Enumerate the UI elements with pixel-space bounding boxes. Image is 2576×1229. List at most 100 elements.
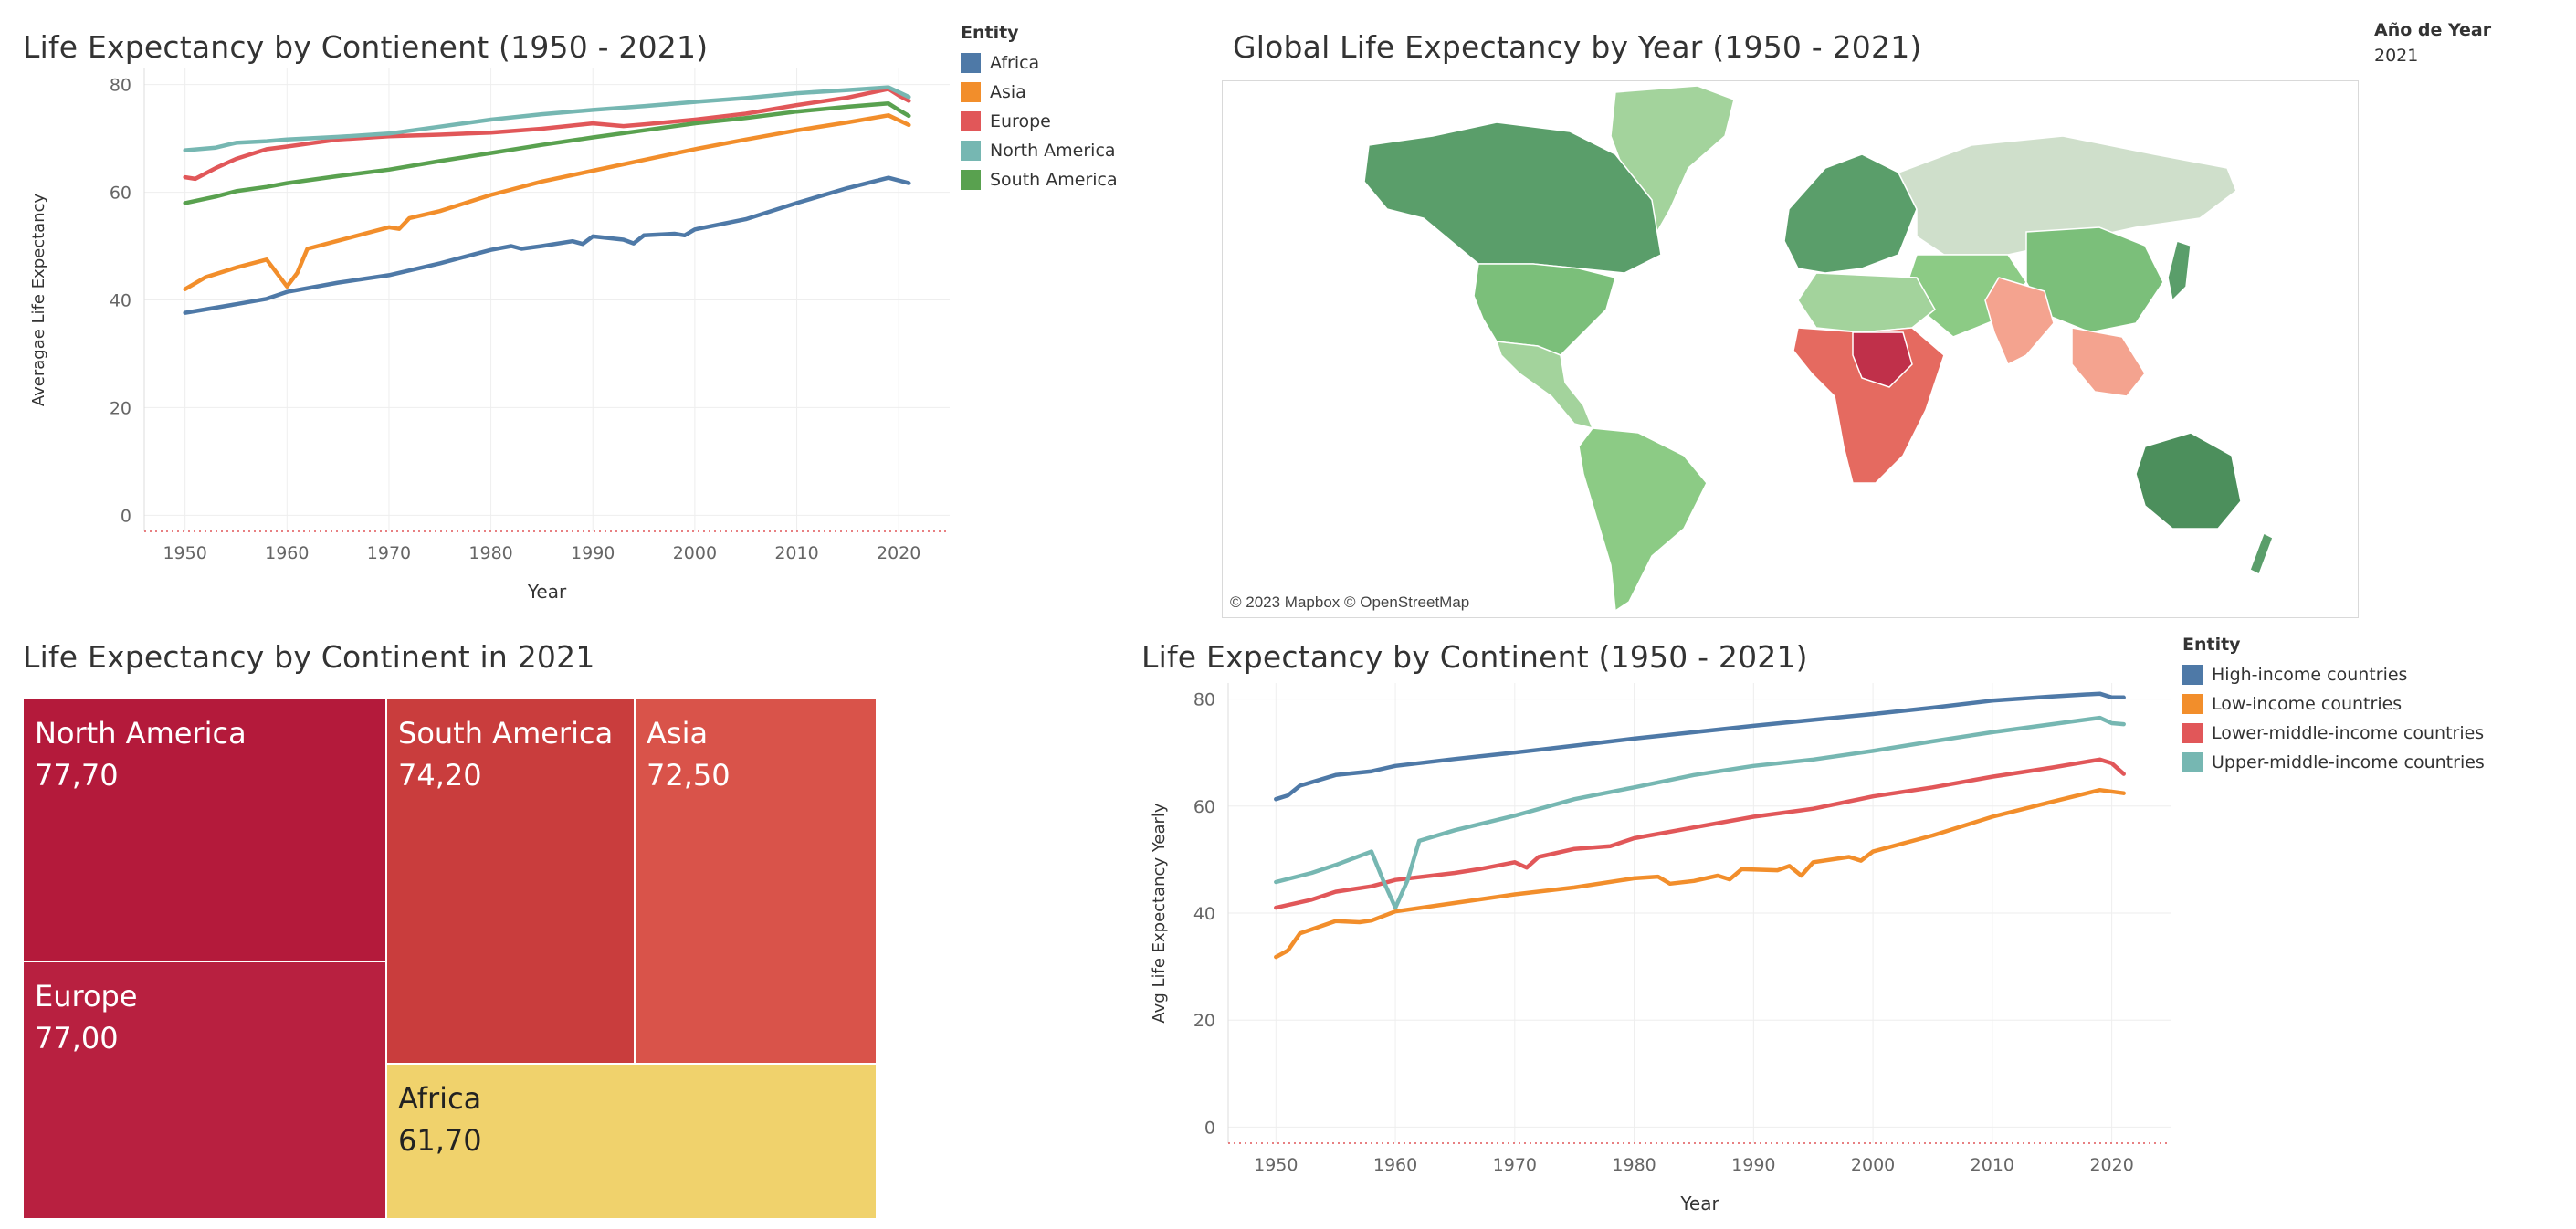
legend-label: Africa: [990, 53, 1040, 73]
x-tick-label: 1980: [1612, 1155, 1656, 1175]
treemap-cell-name: Europe: [35, 979, 138, 1014]
y-tick-label: 0: [121, 506, 131, 526]
legend-swatch: [2182, 665, 2203, 685]
treemap-cell-name: North America: [35, 716, 247, 751]
treemap-cell-south-america[interactable]: South America 74,20: [386, 699, 635, 1064]
x-tick-label: 1950: [1254, 1155, 1298, 1175]
map-attribution: © 2023 Mapbox © OpenStreetMap: [1230, 593, 1470, 611]
legend-label: Upper-middle-income countries: [2212, 752, 2485, 772]
series-line-europe: [183, 87, 911, 182]
legend-item[interactable]: Africa: [961, 48, 1118, 78]
treemap-cell-value: 77,00: [35, 1021, 119, 1056]
series-line-asia: [183, 113, 911, 291]
map-new-zealand[interactable]: [2249, 531, 2274, 576]
chart1-title: Life Expectancy by Contienent (1950 - 20…: [23, 29, 709, 65]
year-filter[interactable]: Año de Year 2021: [2374, 20, 2491, 66]
map-usa[interactable]: [1473, 263, 1616, 356]
treemap-label: Africa 61,70: [398, 1077, 482, 1161]
y-tick-label: 20: [110, 398, 131, 418]
legend-item[interactable]: High-income countries: [2182, 660, 2485, 689]
y-axis-title: Avg Life Expectancy Yearly: [1150, 803, 1169, 1024]
legend-swatch: [961, 141, 981, 161]
treemap-title: Life Expectancy by Continent in 2021: [23, 639, 595, 675]
treemap-cell-name: Asia: [647, 716, 709, 751]
x-tick-label: 1990: [1731, 1155, 1775, 1175]
legend-swatch: [961, 170, 981, 190]
x-tick-label: 2020: [2089, 1155, 2133, 1175]
series-line-high-income-countries: [1274, 691, 2126, 802]
treemap-label: South America 74,20: [398, 712, 613, 796]
year-filter-value[interactable]: 2021: [2374, 46, 2419, 66]
treemap-cell-asia[interactable]: Asia 72,50: [635, 699, 877, 1064]
treemap-cell-value: 72,50: [647, 758, 731, 793]
legend-swatch: [961, 82, 981, 102]
legend-item[interactable]: Asia: [961, 78, 1118, 107]
legend-swatch: [2182, 694, 2203, 714]
x-tick-label: 2020: [877, 543, 920, 563]
x-tick-label: 1990: [571, 543, 615, 563]
map-russia[interactable]: [1897, 135, 2237, 256]
treemap-label: Europe 77,00: [35, 975, 138, 1059]
legend-label: High-income countries: [2212, 665, 2408, 685]
x-tick-label: 2000: [1851, 1155, 1895, 1175]
legend-item[interactable]: North America: [961, 136, 1118, 165]
map-japan[interactable]: [2167, 240, 2192, 302]
year-filter-label: Año de Year: [2374, 20, 2492, 40]
legend-label: North America: [990, 141, 1116, 161]
legend-title: Entity: [961, 23, 1019, 43]
treemap-cell-value: 61,70: [398, 1123, 482, 1158]
legend-label: Asia: [990, 82, 1026, 102]
map-canada[interactable]: [1363, 121, 1662, 274]
series-line-upper-middle-income-countries: [1274, 715, 2126, 910]
treemap-cell-name: Africa: [398, 1081, 482, 1116]
legend-item[interactable]: Low-income countries: [2182, 689, 2485, 719]
map-central-africa[interactable]: [1852, 331, 1913, 388]
map-south-america[interactable]: [1578, 427, 1708, 613]
y-axis-title: Averagae Life Expectancy: [29, 194, 48, 407]
legend-item[interactable]: Upper-middle-income countries: [2182, 748, 2485, 777]
series-line-lower-middle-income-countries: [1274, 757, 2126, 910]
x-tick-label: 1960: [1373, 1155, 1417, 1175]
treemap-cell-north-america[interactable]: North America 77,70: [23, 699, 386, 961]
x-tick-label: 1980: [468, 543, 512, 563]
map-south-asia[interactable]: [1984, 277, 2055, 366]
y-tick-label: 60: [110, 184, 131, 204]
treemap-cell-europe[interactable]: Europe 77,00: [23, 961, 386, 1219]
series-line-africa: [183, 175, 911, 315]
chart3-plot: 1950 1960 1970 1980 1990 2000 2010 2020 0 20 40 60 8…: [1150, 683, 2171, 1214]
map-australia[interactable]: [2135, 432, 2242, 530]
x-tick-label: 1970: [1493, 1155, 1537, 1175]
legend-label: Lower-middle-income countries: [2212, 723, 2485, 743]
y-tick-label: 20: [1193, 1011, 1215, 1031]
map-southeast-asia[interactable]: [2071, 327, 2146, 397]
legend-swatch: [961, 53, 981, 73]
chart3-title: Life Expectancy by Continent (1950 - 202…: [1141, 639, 1808, 675]
x-tick-label: 2010: [1971, 1155, 2014, 1175]
series-line-south-america: [183, 101, 911, 205]
series-line-north-america: [183, 85, 911, 152]
y-tick-label: 0: [1204, 1118, 1215, 1138]
x-tick-label: 1960: [265, 543, 309, 563]
x-axis-title: Year: [1679, 1192, 1719, 1214]
legend-item[interactable]: Europe: [961, 107, 1118, 136]
world-map-shapes: [1363, 85, 2274, 613]
legend-item[interactable]: Lower-middle-income countries: [2182, 719, 2485, 748]
legend-label: Europe: [990, 111, 1051, 131]
y-tick-label: 80: [110, 76, 131, 96]
legend-item[interactable]: South America: [961, 165, 1118, 194]
treemap-cell-value: 74,20: [398, 758, 482, 793]
treemap-label: Asia 72,50: [647, 712, 731, 796]
x-tick-label: 2010: [774, 543, 818, 563]
y-tick-label: 40: [110, 291, 131, 311]
legend-title: Entity: [2182, 635, 2241, 655]
legend-swatch: [2182, 723, 2203, 743]
x-tick-label: 1970: [367, 543, 411, 563]
legend-label: Low-income countries: [2212, 694, 2403, 714]
series-line-low-income-countries: [1274, 787, 2126, 960]
x-tick-label: 1950: [163, 543, 206, 563]
world-map[interactable]: © 2023 Mapbox © OpenStreetMap: [1222, 80, 2359, 618]
treemap-cell-africa[interactable]: Africa 61,70: [386, 1064, 877, 1219]
map-europe[interactable]: [1783, 153, 1918, 274]
treemap-cell-value: 77,70: [35, 758, 119, 793]
chart1-plot: 1950 1960 1970 1980 1990 2000 2010 2020 0 20 40 60 8…: [29, 68, 950, 603]
